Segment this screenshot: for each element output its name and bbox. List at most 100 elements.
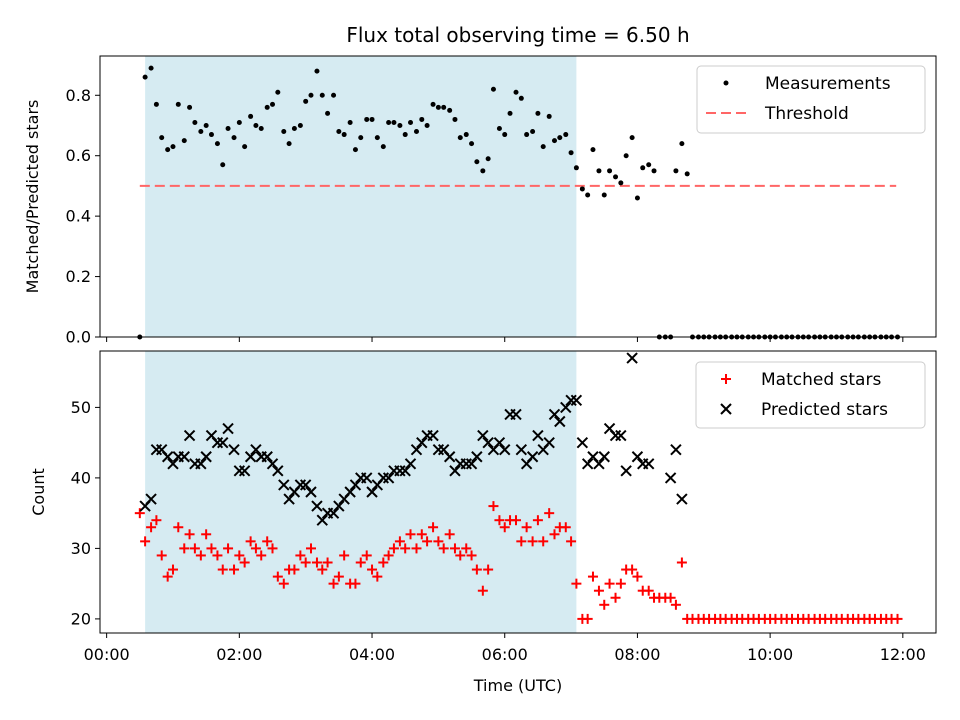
- measurement-point: [192, 119, 198, 125]
- bottom-y-tick-label: 50: [71, 398, 91, 417]
- measurement-point: [386, 119, 392, 125]
- measurement-point: [485, 156, 491, 162]
- matched-star-point: [521, 522, 532, 533]
- predicted-star-point: [217, 436, 229, 449]
- measurement-point: [253, 122, 259, 128]
- matched-star-point: [167, 564, 178, 575]
- measurement-point: [480, 168, 486, 174]
- matched-star-point: [140, 536, 151, 547]
- measurement-point: [153, 101, 159, 107]
- measurement-point: [496, 126, 502, 132]
- matched-star-point: [272, 571, 283, 582]
- matched-star-point: [151, 515, 162, 526]
- measurement-point: [264, 104, 270, 110]
- measurement-point: [225, 126, 231, 132]
- legend-matched-label: Matched stars: [761, 370, 881, 390]
- matched-star-point: [300, 557, 311, 568]
- measurement-point: [281, 129, 287, 135]
- predicted-star-point: [361, 472, 373, 484]
- predicted-star-point: [238, 465, 251, 477]
- matched-star-point: [262, 536, 273, 547]
- predicted-star-point: [195, 458, 207, 470]
- matched-star-point: [549, 529, 560, 540]
- measurement-point: [402, 132, 408, 138]
- measurement-point: [374, 135, 380, 141]
- matched-star-point: [234, 550, 245, 561]
- matched-star-point: [179, 543, 190, 554]
- matched-star-point: [361, 550, 372, 561]
- top-axes-frame: [99, 55, 937, 338]
- predicted-star-point: [311, 500, 323, 512]
- measurement-point: [220, 162, 226, 168]
- measurement-point: [242, 144, 248, 150]
- measurement-point: [568, 150, 574, 156]
- measurement-point: [551, 138, 557, 144]
- predicted-star-point: [510, 408, 522, 421]
- bottom-axes-frame: [99, 350, 937, 634]
- predicted-star-point: [272, 465, 284, 477]
- predicted-star-point: [333, 500, 345, 512]
- predicted-star-point: [576, 436, 589, 449]
- predicted-star-point: [532, 429, 544, 442]
- measurement-point: [563, 132, 569, 138]
- measurement-point: [507, 110, 513, 116]
- matched-star-point: [610, 592, 621, 603]
- matched-star-point: [449, 543, 460, 554]
- predicted-star-point: [465, 458, 478, 470]
- matched-star-point: [544, 508, 555, 519]
- matched-star-point: [428, 522, 439, 533]
- matched-star-point: [488, 501, 499, 512]
- matched-star-point: [378, 557, 389, 568]
- matched-star-point: [511, 515, 522, 526]
- bottom-y-tick-label: 20: [71, 609, 91, 628]
- predicted-stars-points: [139, 352, 688, 526]
- measurement-point: [325, 110, 331, 116]
- measurement-point: [447, 107, 453, 113]
- chart-title: Flux total observing time = 6.50 h: [346, 23, 689, 47]
- measurement-point: [618, 180, 624, 186]
- matched-star-point: [156, 550, 167, 561]
- top-y-axis-label: Matched/Predicted stars: [23, 100, 42, 294]
- bottom-x-tick-label: 02:00: [216, 645, 262, 664]
- measurement-point: [358, 135, 364, 141]
- matched-star-point: [367, 564, 378, 575]
- predicted-star-point: [482, 436, 494, 449]
- predicted-star-point: [222, 422, 234, 435]
- matched-star-point: [527, 536, 538, 547]
- measurement-point: [513, 89, 519, 95]
- matched-star-point: [333, 571, 344, 582]
- measurement-point: [684, 171, 690, 177]
- matched-star-point: [328, 578, 339, 589]
- measurement-point: [369, 116, 375, 122]
- predicted-star-point: [643, 458, 655, 470]
- matched-star-point: [134, 508, 145, 519]
- matched-star-point: [388, 543, 399, 554]
- measurement-point: [291, 126, 297, 132]
- bottom-y-tick-label: 40: [71, 468, 91, 487]
- matched-star-point: [411, 543, 422, 554]
- measurement-point: [469, 141, 475, 147]
- matched-star-point: [632, 571, 643, 582]
- predicted-star-point: [615, 429, 627, 442]
- measurement-point: [679, 141, 685, 147]
- top-y-tick-label: 0.0: [66, 328, 91, 347]
- matched-star-point: [245, 536, 256, 547]
- measurement-point: [347, 119, 353, 125]
- predicted-star-point: [399, 465, 411, 477]
- matched-star-point: [184, 529, 195, 540]
- predicted-star-point: [443, 451, 456, 463]
- predicted-star-point: [327, 507, 340, 519]
- measurement-point: [352, 147, 358, 153]
- bottom-observing-window: [145, 351, 577, 633]
- bottom-x-tick-label: 12:00: [880, 645, 926, 664]
- matched-star-point: [195, 550, 206, 561]
- matched-star-point: [146, 522, 157, 533]
- matched-star-point: [532, 515, 543, 526]
- measurement-point: [502, 132, 508, 138]
- measurement-point: [314, 68, 320, 74]
- top-y-ticks: 0.0 0.2 0.4 0.6 0.8: [66, 86, 100, 347]
- bottom-legend: Matched stars Predicted stars: [695, 361, 926, 429]
- predicted-star-point: [316, 514, 328, 526]
- predicted-star-point: [349, 479, 362, 491]
- measurement-point: [364, 116, 370, 122]
